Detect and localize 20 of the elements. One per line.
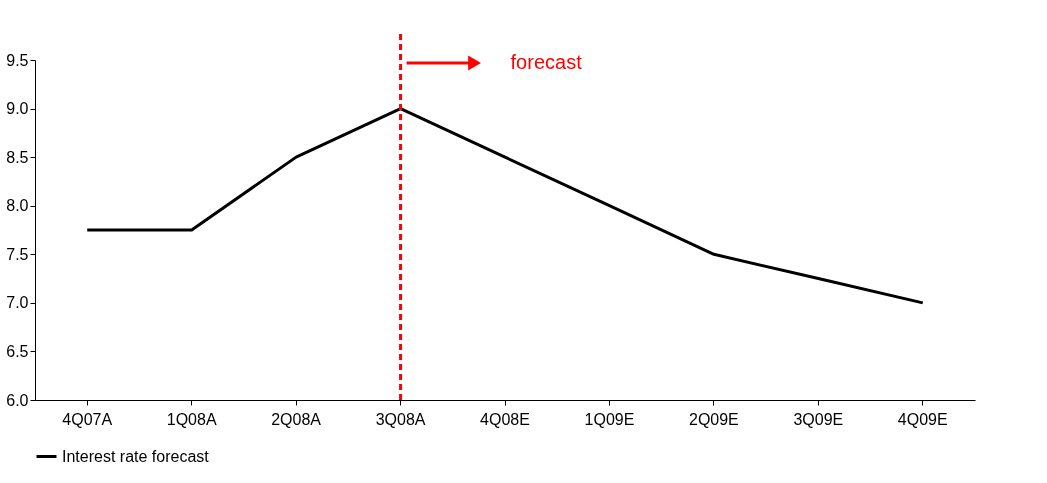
y-tick-label: 6.5 [6,342,29,360]
legend-label: Interest rate forecast [62,447,210,465]
y-tick-label: 9.0 [6,100,29,118]
x-tick-label: 2Q08A [271,410,322,428]
line-series [85,107,925,305]
y-tick-label: 9.5 [6,51,29,69]
x-tick-label: 1Q09E [584,410,635,428]
x-tick-label: 4Q08E [480,410,530,428]
x-tick-label: 4Q07A [62,410,113,428]
x-tick-label: 2Q09E [688,410,739,428]
x-tick-label: 3Q09E [793,410,844,428]
x-tick-label: 3Q08A [375,410,426,428]
x-tick-label: 4Q09E [897,410,948,428]
y-tick-label: 8.5 [6,148,29,166]
y-tick-label: 8.0 [6,197,29,215]
y-tick-label: 7.5 [6,245,29,263]
ref-line-label: forecast [510,51,583,73]
x-tick-label: 1Q08A [166,410,217,428]
y-tick-label: 6.0 [6,391,29,409]
y-tick-label: 7.0 [6,294,29,312]
